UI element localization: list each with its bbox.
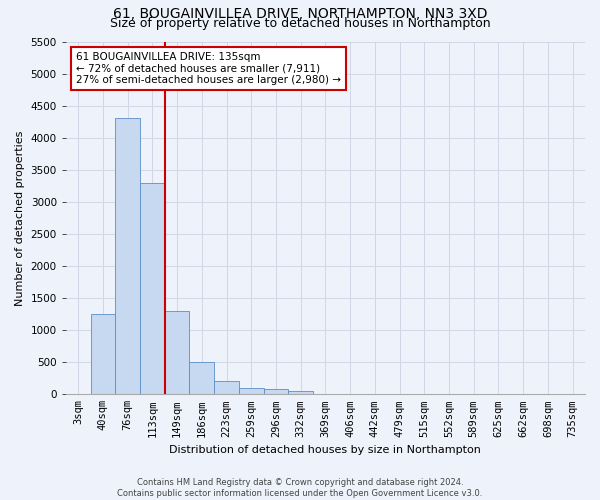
Text: Contains HM Land Registry data © Crown copyright and database right 2024.
Contai: Contains HM Land Registry data © Crown c… [118, 478, 482, 498]
Bar [214, 382, 239, 394]
Text: 61 BOUGAINVILLEA DRIVE: 135sqm
← 72% of detached houses are smaller (7,911)
27% : 61 BOUGAINVILLEA DRIVE: 135sqm ← 72% of … [76, 52, 341, 86]
Bar [91, 314, 115, 394]
Bar [289, 391, 313, 394]
X-axis label: Distribution of detached houses by size in Northampton: Distribution of detached houses by size … [169, 445, 481, 455]
Bar [263, 390, 289, 394]
Bar [190, 362, 214, 394]
Bar [239, 388, 263, 394]
Text: 61, BOUGAINVILLEA DRIVE, NORTHAMPTON, NN3 3XD: 61, BOUGAINVILLEA DRIVE, NORTHAMPTON, NN… [113, 8, 487, 22]
Bar [165, 311, 190, 394]
Bar [140, 182, 165, 394]
Y-axis label: Number of detached properties: Number of detached properties [15, 130, 25, 306]
Bar [115, 118, 140, 394]
Text: Size of property relative to detached houses in Northampton: Size of property relative to detached ho… [110, 18, 490, 30]
